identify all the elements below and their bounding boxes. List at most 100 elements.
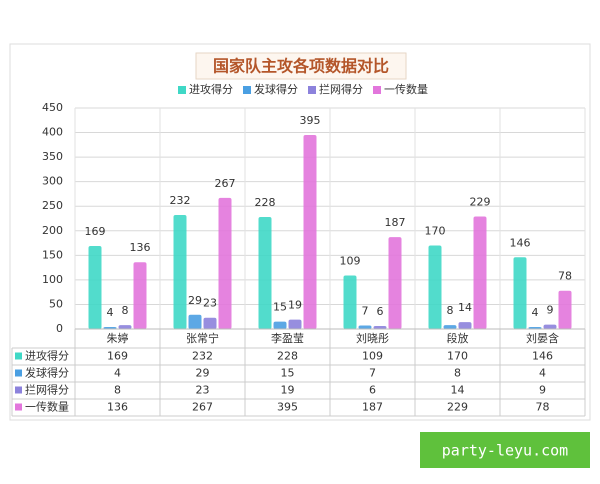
table-cell: 146 (532, 350, 553, 363)
data-label: 6 (377, 305, 384, 318)
legend-label: 发球得分 (254, 82, 298, 96)
table-cell: 169 (107, 350, 128, 363)
bar (558, 290, 572, 329)
table-cell: 15 (281, 367, 295, 380)
table-cell: 170 (447, 350, 468, 363)
data-label: 8 (447, 304, 454, 317)
watermark: party-leyu.com (442, 442, 568, 460)
table-cell: 136 (107, 401, 128, 414)
x-tick-label: 朱婷 (107, 331, 129, 345)
table-cell: 4 (114, 367, 121, 380)
bar (543, 324, 557, 329)
bar (258, 217, 272, 329)
table-cell: 8 (454, 367, 461, 380)
legend-swatch (373, 86, 381, 94)
data-label: 267 (215, 177, 236, 190)
table-cell: 23 (196, 384, 210, 397)
table-row-header: 发球得分 (25, 366, 69, 380)
bar (118, 325, 132, 329)
data-label: 7 (362, 305, 369, 318)
table-cell: 9 (539, 384, 546, 397)
chart-frame (9, 43, 591, 421)
data-label: 228 (255, 196, 276, 209)
data-label: 8 (122, 304, 129, 317)
data-label: 9 (547, 304, 554, 317)
table-row-header: 拦网得分 (25, 383, 69, 397)
x-tick-label: 李盈莹 (271, 331, 304, 345)
table-cell: 4 (539, 367, 546, 380)
data-label: 29 (188, 294, 202, 307)
legend-label: 进攻得分 (189, 82, 233, 96)
y-tick-label: 200 (42, 224, 63, 237)
data-label: 78 (558, 270, 572, 283)
y-tick-label: 400 (42, 126, 63, 139)
bar (88, 246, 102, 329)
data-label: 136 (130, 241, 151, 254)
legend-swatch (308, 86, 316, 94)
table-cell: 78 (536, 401, 550, 414)
data-label: 14 (458, 301, 472, 314)
bar (288, 319, 302, 329)
y-tick-label: 450 (42, 101, 63, 114)
table-legend-key (15, 386, 22, 394)
table-cell: 187 (362, 401, 383, 414)
x-tick-label: 段放 (447, 331, 469, 345)
legend-swatch (178, 86, 186, 94)
watermark-box (420, 432, 590, 468)
table-legend-key (15, 352, 22, 360)
table-cell: 228 (277, 350, 298, 363)
bar (373, 326, 387, 329)
bar (473, 216, 487, 329)
bar (203, 317, 217, 329)
data-label: 4 (532, 306, 539, 319)
data-label: 229 (470, 196, 491, 209)
y-tick-label: 300 (42, 175, 63, 188)
table-cell: 232 (192, 350, 213, 363)
data-label: 146 (510, 236, 531, 249)
table-cell: 29 (196, 367, 210, 380)
data-label: 169 (85, 225, 106, 238)
y-tick-label: 150 (42, 248, 63, 261)
bar (388, 237, 402, 329)
table-legend-key (15, 369, 22, 377)
table-cell: 109 (362, 350, 383, 363)
data-label: 15 (273, 301, 287, 314)
data-label: 19 (288, 299, 302, 312)
bar (173, 215, 187, 329)
table-cell: 19 (281, 384, 295, 397)
table-cell: 8 (114, 384, 121, 397)
table-cell: 267 (192, 401, 213, 414)
y-tick-label: 0 (56, 322, 63, 335)
x-tick-label: 刘晓彤 (356, 332, 389, 345)
data-label: 4 (107, 306, 114, 319)
y-tick-label: 100 (42, 273, 63, 286)
bar (443, 325, 457, 329)
x-tick-label: 张常宁 (186, 331, 219, 345)
table-cell: 395 (277, 401, 298, 414)
table-row-header: 进攻得分 (25, 349, 69, 363)
table-cell: 229 (447, 401, 468, 414)
bar (428, 245, 442, 329)
table-cell: 7 (369, 367, 376, 380)
bar (458, 322, 472, 329)
data-label: 170 (425, 225, 446, 238)
table-cell: 6 (369, 384, 376, 397)
table-legend-key (15, 403, 22, 411)
data-label: 109 (340, 254, 361, 267)
bar (273, 321, 287, 329)
bar (303, 135, 317, 329)
legend-label: 一传数量 (384, 83, 428, 96)
table-row-header: 一传数量 (25, 401, 69, 414)
bar (358, 325, 372, 329)
legend-swatch (243, 86, 251, 94)
y-tick-label: 50 (49, 297, 63, 310)
data-label: 23 (203, 297, 217, 310)
data-label: 187 (385, 216, 406, 229)
x-tick-label: 刘晏含 (526, 331, 559, 345)
y-tick-label: 250 (42, 199, 63, 212)
bar (218, 197, 232, 329)
title-box (195, 52, 407, 80)
bar (133, 262, 147, 329)
y-tick-label: 350 (42, 150, 63, 163)
